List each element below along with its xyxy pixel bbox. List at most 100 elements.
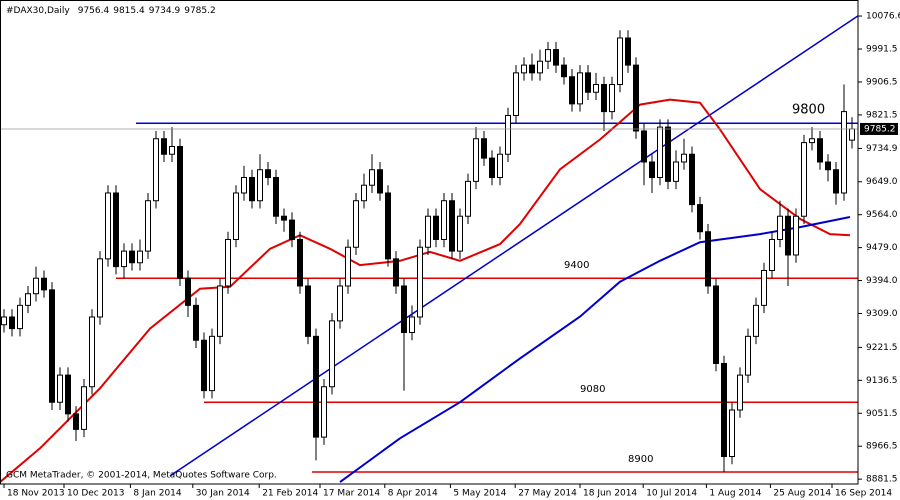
candle-body (585, 72, 591, 93)
candle-body (313, 335, 319, 438)
price-box-label: 9785.2 (864, 124, 896, 134)
candle-body (601, 83, 607, 113)
candle-body (337, 285, 343, 322)
candle-body (793, 215, 799, 256)
candle-body (777, 215, 783, 240)
candle-body (657, 126, 663, 178)
plot-area: 9800 9400 9080 8900 (0, 15, 858, 483)
candle-body (377, 169, 383, 194)
candle-body (729, 409, 735, 457)
candle-body (801, 142, 807, 217)
candle-body (257, 169, 263, 202)
moving-average (339, 216, 851, 483)
y-tick-label: 9221.5 (866, 343, 898, 353)
y-tick-label: 9309.0 (866, 309, 898, 319)
candle-body (105, 192, 111, 260)
candle-body (185, 277, 191, 306)
candle-body (641, 130, 647, 163)
candle-body (25, 293, 31, 306)
x-tick-label: 10 Dec 2013 (67, 489, 125, 499)
candle-body (457, 215, 463, 252)
candle-body (673, 161, 679, 182)
x-tick-label: 5 May 2014 (453, 489, 506, 499)
x-tick-label: 8 Apr 2014 (388, 489, 438, 499)
candle-body (505, 114, 511, 155)
x-tick-label: 16 Sep 2014 (835, 489, 892, 499)
candle-body (681, 153, 687, 163)
y-tick-label: 8881.5 (866, 475, 898, 485)
candle-body (665, 126, 671, 182)
y-tick-label: 9906.5 (866, 77, 898, 87)
candle-body (537, 60, 543, 74)
candle-body (369, 169, 375, 186)
candle-body (849, 128, 855, 141)
candle-body (569, 76, 575, 105)
candle-body (241, 176, 247, 194)
candle-body (625, 37, 631, 66)
y-tick-label: 9136.5 (866, 376, 898, 386)
candle-body (305, 285, 311, 337)
candle-body (217, 285, 223, 337)
candle-body (49, 289, 55, 403)
candle-body (473, 138, 479, 182)
y-tick-label: 9734.9 (866, 144, 898, 154)
candle-body (97, 258, 103, 318)
candle-body (841, 111, 847, 194)
candle-body (497, 153, 503, 178)
y-tick-label: 9821.5 (866, 110, 898, 120)
candle-body (649, 161, 655, 178)
x-tick-label: 1 Aug 2014 (709, 489, 761, 499)
candle-body (833, 169, 839, 194)
x-tick-label: 17 Mar 2014 (323, 489, 380, 499)
candle-body (753, 304, 759, 337)
high: 9815.4 (113, 6, 145, 16)
price-box (860, 122, 898, 135)
candle-body (153, 138, 159, 202)
candle-body (361, 184, 367, 202)
candle-body (81, 386, 87, 430)
x-tick-label: 25 Aug 2014 (773, 489, 831, 499)
plot-frame (0, 0, 859, 485)
candle-body (57, 374, 63, 403)
candle-body (513, 72, 519, 116)
candle-body (321, 386, 327, 438)
x-tick-label: 21 Feb 2014 (262, 489, 318, 499)
candle-body (385, 192, 391, 260)
candle-body (785, 215, 791, 256)
candle-body (529, 64, 535, 74)
candle-body (353, 200, 359, 248)
candle-body (825, 161, 831, 171)
footer: GCM MetaTrader, © 2001-2014, MetaQuotes … (6, 471, 277, 481)
candle-body (225, 238, 231, 287)
candle-body (817, 138, 823, 163)
candle-body (201, 339, 207, 392)
candle-body (289, 219, 295, 240)
candle-body (169, 145, 175, 155)
candle-body (689, 153, 695, 206)
candle-body (713, 285, 719, 364)
x-tick-label: 27 May 2014 (518, 489, 577, 499)
level-label: 8900 (628, 454, 653, 465)
candle-body (737, 374, 743, 411)
candle-body (577, 72, 583, 105)
candle-body (281, 215, 287, 221)
candle-body (561, 64, 567, 78)
candle-body (593, 83, 599, 93)
candle-body (545, 49, 551, 62)
candle-body (609, 83, 615, 113)
candle-body (137, 250, 143, 264)
candle-body (345, 246, 351, 287)
candle-body (481, 138, 487, 159)
candle-body (209, 335, 215, 392)
candle-body (329, 320, 335, 388)
candle-body (73, 413, 79, 430)
candle-body (193, 304, 199, 341)
candle-body (721, 362, 727, 457)
candle-body (273, 176, 279, 217)
candle-body (161, 138, 167, 155)
candle-body (129, 250, 135, 264)
level-label: 9080 (580, 384, 605, 395)
candle-body (17, 304, 23, 330)
candle-body (393, 258, 399, 287)
